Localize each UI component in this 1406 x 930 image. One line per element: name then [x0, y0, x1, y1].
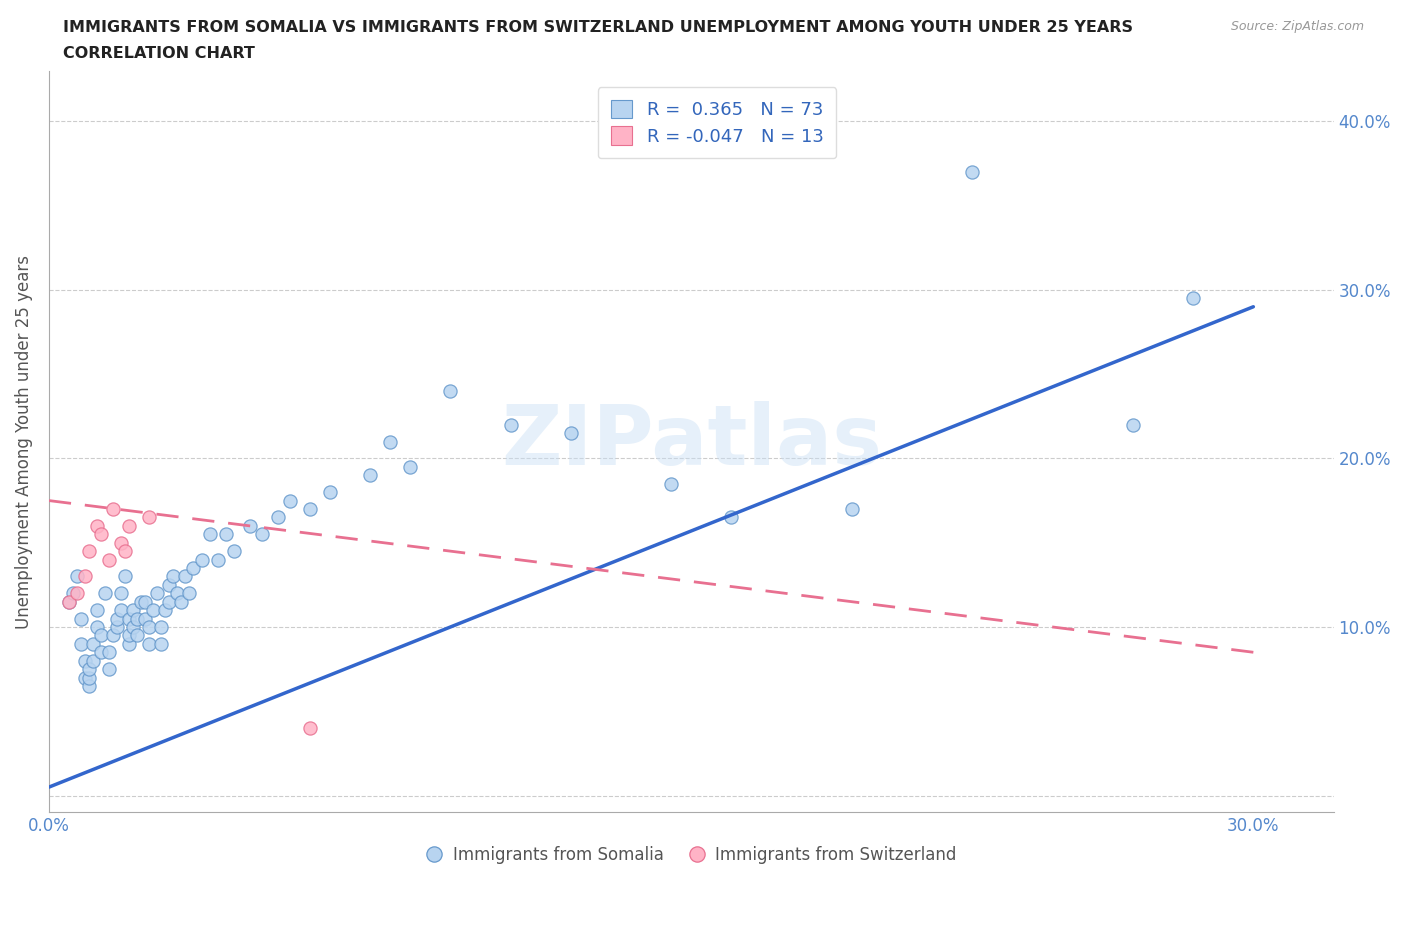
Point	[190, 552, 212, 567]
Point	[103, 501, 125, 516]
Point	[94, 586, 117, 601]
Point	[170, 594, 193, 609]
Point	[179, 586, 201, 601]
Text: ZIPatlas: ZIPatlas	[501, 401, 882, 482]
Point	[98, 644, 121, 659]
Point	[214, 527, 236, 542]
Point	[962, 165, 984, 179]
Point	[75, 569, 97, 584]
Point	[114, 569, 136, 584]
Point	[720, 510, 742, 525]
Point	[86, 603, 108, 618]
Text: IMMIGRANTS FROM SOMALIA VS IMMIGRANTS FROM SWITZERLAND UNEMPLOYMENT AMONG YOUTH : IMMIGRANTS FROM SOMALIA VS IMMIGRANTS FR…	[63, 20, 1133, 35]
Point	[659, 476, 682, 491]
Point	[239, 518, 262, 533]
Point	[174, 569, 197, 584]
Point	[162, 569, 184, 584]
Point	[70, 636, 93, 651]
Point	[86, 619, 108, 634]
Point	[118, 636, 141, 651]
Point	[499, 418, 522, 432]
Point	[70, 611, 93, 626]
Point	[118, 628, 141, 643]
Point	[439, 383, 461, 398]
Point	[114, 544, 136, 559]
Point	[82, 636, 104, 651]
Point	[122, 619, 145, 634]
Point	[118, 611, 141, 626]
Point	[380, 434, 402, 449]
Point	[127, 611, 149, 626]
Point	[66, 586, 89, 601]
Point	[110, 586, 132, 601]
Point	[166, 586, 188, 601]
Point	[298, 721, 321, 736]
Point	[90, 628, 112, 643]
Point	[319, 485, 342, 499]
Y-axis label: Unemployment Among Youth under 25 years: Unemployment Among Youth under 25 years	[15, 255, 32, 629]
Point	[155, 603, 177, 618]
Point	[77, 661, 100, 676]
Point	[58, 594, 80, 609]
Point	[134, 611, 156, 626]
Point	[122, 603, 145, 618]
Point	[142, 603, 165, 618]
Point	[134, 594, 156, 609]
Point	[841, 501, 863, 516]
Point	[118, 518, 141, 533]
Point	[66, 569, 89, 584]
Point	[105, 619, 128, 634]
Point	[105, 611, 128, 626]
Point	[62, 586, 84, 601]
Point	[82, 653, 104, 668]
Point	[157, 594, 180, 609]
Point	[138, 636, 160, 651]
Point	[77, 679, 100, 694]
Point	[399, 459, 422, 474]
Point	[1182, 291, 1205, 306]
Point	[146, 586, 169, 601]
Point	[75, 671, 97, 685]
Legend: Immigrants from Somalia, Immigrants from Switzerland: Immigrants from Somalia, Immigrants from…	[419, 840, 963, 870]
Point	[138, 619, 160, 634]
Point	[222, 544, 245, 559]
Point	[77, 671, 100, 685]
Point	[90, 527, 112, 542]
Point	[1122, 418, 1144, 432]
Point	[150, 619, 173, 634]
Point	[278, 493, 301, 508]
Text: Source: ZipAtlas.com: Source: ZipAtlas.com	[1230, 20, 1364, 33]
Point	[131, 594, 153, 609]
Point	[98, 661, 121, 676]
Point	[250, 527, 273, 542]
Point	[150, 636, 173, 651]
Point	[138, 510, 160, 525]
Point	[198, 527, 221, 542]
Point	[560, 426, 582, 441]
Point	[298, 501, 321, 516]
Point	[157, 578, 180, 592]
Point	[86, 518, 108, 533]
Point	[127, 628, 149, 643]
Point	[75, 653, 97, 668]
Point	[58, 594, 80, 609]
Point	[183, 561, 205, 576]
Text: CORRELATION CHART: CORRELATION CHART	[63, 46, 254, 61]
Point	[110, 603, 132, 618]
Point	[207, 552, 229, 567]
Point	[267, 510, 290, 525]
Point	[103, 628, 125, 643]
Point	[98, 552, 121, 567]
Point	[90, 644, 112, 659]
Point	[359, 468, 381, 483]
Point	[110, 536, 132, 551]
Point	[77, 544, 100, 559]
